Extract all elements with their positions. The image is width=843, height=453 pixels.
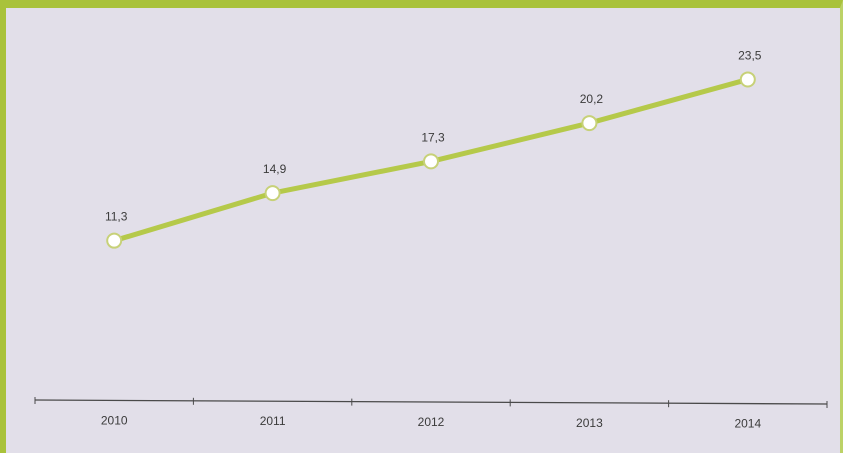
data-point <box>423 153 439 170</box>
x-tick-label: 2014 <box>734 417 761 431</box>
x-tick-label: 2011 <box>260 414 286 428</box>
data-label: 17,3 <box>421 130 445 144</box>
data-point <box>739 71 756 88</box>
data-label: 11,3 <box>105 210 128 224</box>
data-point <box>264 185 281 202</box>
x-tick-label: 2013 <box>576 416 603 430</box>
data-label: 20,2 <box>580 92 604 106</box>
x-axis <box>34 399 828 405</box>
data-label: 23,5 <box>738 48 762 62</box>
x-tick-label: 2010 <box>101 413 128 427</box>
x-tick-label: 2012 <box>418 415 445 429</box>
data-label: 14,9 <box>263 162 287 176</box>
data-point <box>581 115 598 132</box>
data-point <box>106 232 123 249</box>
